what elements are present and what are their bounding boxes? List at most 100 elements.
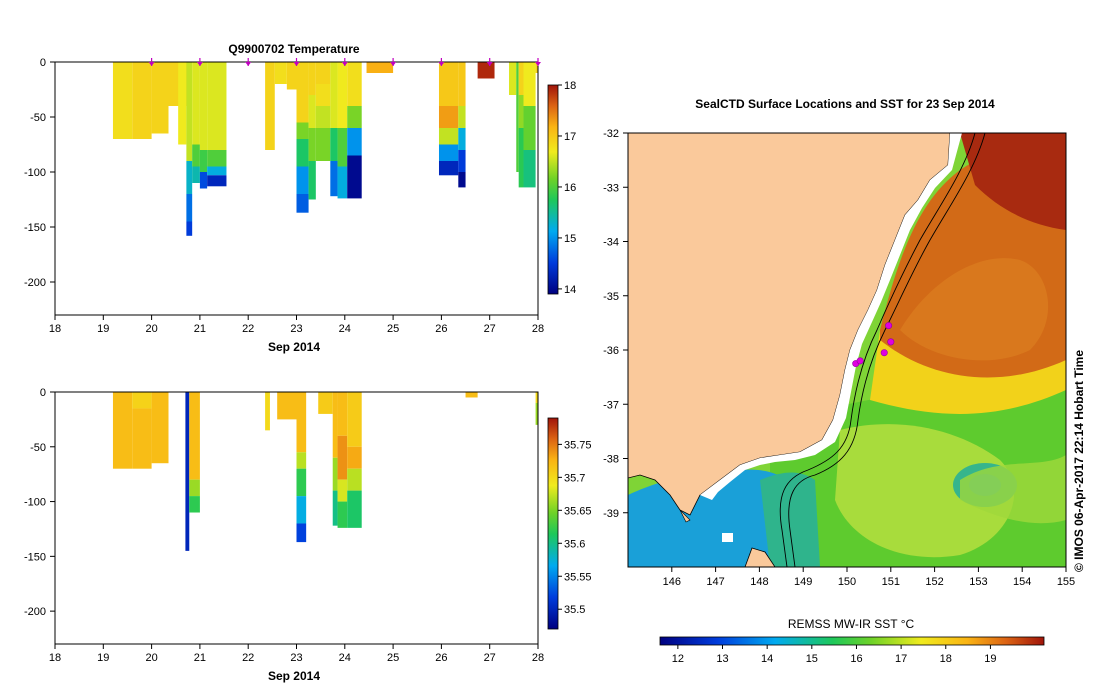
x-tick-label: 21: [194, 652, 206, 664]
cast-layer: [186, 222, 192, 236]
cast-layer: [297, 139, 309, 167]
salinity-colorbar-bar: [548, 418, 558, 629]
colorbar-tick-label: 35.6: [564, 538, 585, 550]
cast-layer: [439, 106, 458, 128]
cast-layer: [265, 392, 270, 430]
cast-layer: [297, 452, 307, 468]
cast-layer: [524, 106, 536, 150]
x-tick-label: 18: [49, 652, 61, 664]
cast-layer: [186, 161, 192, 194]
y-tick-label: 0: [40, 387, 46, 399]
salinity-casts: [113, 392, 540, 551]
cast-layer: [265, 62, 275, 150]
x-tick-label: 28: [532, 652, 544, 664]
sst-colorbar-tick-label: 13: [716, 653, 728, 665]
cast-layer: [458, 106, 465, 128]
sst-colorbar: 12 13 14 15 16 17 18 19: [660, 637, 1044, 665]
seal-location-point: [881, 350, 887, 356]
cast-layer: [316, 62, 330, 84]
cast-layer: [297, 194, 309, 213]
y-tick-label: -200: [24, 277, 46, 289]
cast-layer: [318, 392, 332, 414]
colorbar-tick-label: 17: [564, 131, 576, 143]
x-tick-label: 20: [145, 652, 157, 664]
y-tick-label: -100: [24, 167, 46, 179]
x-tick-label: 25: [387, 652, 399, 664]
sst-colorbar-tick-label: 15: [806, 653, 818, 665]
y-tick-label: -100: [24, 497, 46, 509]
colorbar-tick-label: 18: [564, 80, 576, 92]
x-tick-label: 26: [435, 323, 447, 335]
cast-layer: [338, 480, 348, 502]
y-tick-label: -200: [24, 606, 46, 618]
cast-layer: [200, 172, 207, 189]
x-tick-label: 20: [145, 323, 157, 335]
cast-layer: [347, 447, 361, 469]
y-tick-label: -50: [30, 112, 46, 124]
cast-layer: [330, 128, 337, 161]
cast-layer: [207, 62, 226, 150]
cast-layer: [439, 62, 458, 106]
cast-layer: [132, 392, 151, 408]
cast-layer: [347, 469, 361, 491]
sst-shelf-edge: [760, 473, 820, 568]
lon-tick-label: 150: [838, 576, 856, 588]
colorbar-tick-label: 15: [564, 233, 576, 245]
cast-layer: [458, 62, 465, 106]
cast-layer: [333, 458, 338, 491]
cast-layer: [458, 128, 465, 150]
colorbar-tick-label: 35.5: [564, 604, 585, 616]
x-tick-label: 23: [290, 652, 302, 664]
cast-layer: [347, 392, 361, 447]
cast-layer: [338, 62, 348, 128]
cast-layer: [152, 392, 169, 463]
cast-layer: [178, 62, 186, 145]
cast-layer: [458, 172, 465, 187]
sst-missing-pixel: [722, 533, 733, 542]
lat-tick-label: -32: [603, 128, 619, 140]
x-tick-label: 19: [97, 323, 109, 335]
cast-layer: [347, 491, 361, 528]
lat-tick-label: -38: [603, 454, 619, 466]
cast-layer: [509, 62, 516, 95]
cast-layer: [192, 145, 200, 167]
seal-location-point: [885, 322, 891, 328]
sst-map-panel: SealCTD Surface Locations and SST for 23…: [603, 97, 1086, 665]
seal-location-point: [857, 358, 863, 364]
lon-tick-label: 148: [750, 576, 768, 588]
lon-tick-label: 154: [1013, 576, 1031, 588]
sst-map-title: SealCTD Surface Locations and SST for 23…: [695, 97, 995, 111]
cast-layer: [338, 167, 348, 199]
lon-tick-label: 146: [663, 576, 681, 588]
lon-tick-label: 155: [1057, 576, 1075, 588]
cast-layer: [297, 123, 309, 140]
cast-layer: [200, 150, 207, 172]
cast-layer: [152, 62, 169, 134]
cast-layer: [113, 62, 132, 139]
cast-layer: [207, 167, 226, 176]
temperature-title: Q9900702 Temperature: [228, 42, 360, 56]
sst-map-lon-axis: 146 147 148 149 150 151 152 153 154 155: [663, 567, 1076, 588]
cast-layer: [338, 128, 348, 167]
cast-layer: [132, 62, 151, 139]
sst-map-lat-axis: -32 -33 -34 -35 -36 -37 -38 -39: [603, 128, 628, 520]
cast-layer: [347, 106, 361, 128]
temperature-casts: [113, 62, 540, 236]
cast-layer: [333, 491, 338, 526]
cast-layer: [524, 150, 536, 187]
x-tick-label: 24: [339, 323, 351, 335]
cast-layer: [439, 128, 458, 145]
x-tick-label: 27: [484, 652, 496, 664]
cast-layer: [186, 62, 192, 161]
cast-layer: [338, 502, 348, 528]
salinity-x-axis: 18 19 20 21 22 23 24 25 26 27 28: [49, 644, 544, 664]
colorbar-tick-label: 14: [564, 284, 576, 296]
temperature-xlabel: Sep 2014: [268, 340, 320, 354]
cast-layer: [113, 392, 132, 469]
x-tick-label: 24: [339, 652, 351, 664]
lat-tick-label: -34: [603, 237, 619, 249]
cast-layer: [297, 496, 307, 523]
salinity-panel: 18 19 20 21 22 23 24 25 26 27 28 0-50-100-150-200 …: [24, 387, 592, 683]
cast-layer: [297, 523, 307, 542]
cast-layer: [516, 62, 518, 172]
